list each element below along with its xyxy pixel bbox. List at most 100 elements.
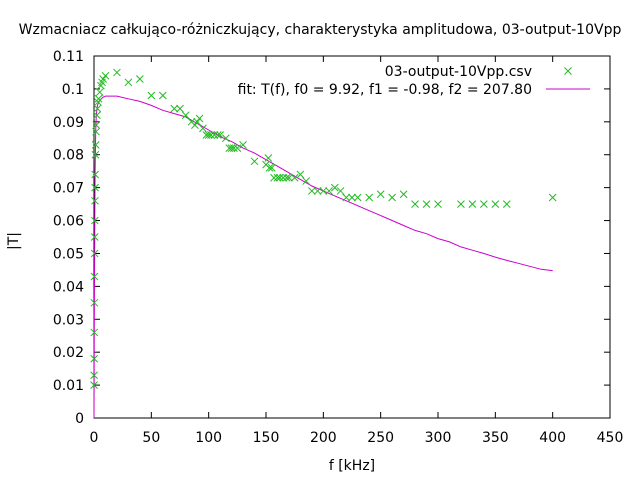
x-tick-label: 200 [310,430,337,446]
data-point [213,131,222,139]
data-point [296,170,305,179]
data-point [94,94,103,103]
x-axis-label: f [kHz] [329,458,375,474]
data-point [90,233,99,241]
data-point [216,131,224,139]
y-tick-label: 0.11 [53,49,84,65]
data-point [302,177,310,185]
data-point [468,200,477,208]
x-tick-label: 450 [597,430,624,446]
data-point [204,131,213,139]
y-axis-label: |T| [6,232,22,250]
data-point [290,173,299,182]
data-point [222,134,230,143]
data-point [113,68,121,77]
y-tick-label: 0 [75,411,84,427]
y-axis-ticks: 0 0.01 0.02 0.03 0.04 0.05 0.06 0.07 0.08 0.09 0.1… [53,49,610,427]
chart-title: Wzmacniacz całkująco-różniczkujący, char… [19,22,622,38]
x-tick-label: 100 [195,430,222,446]
data-point [90,272,99,281]
y-tick-label: 0.07 [53,181,84,197]
data-point [124,78,133,87]
data-point [313,187,322,195]
data-point [348,193,356,202]
measured-series [90,68,557,389]
y-tick-label: 0.06 [53,214,84,230]
y-tick-label: 0.03 [53,312,84,328]
data-point [93,111,101,120]
legend-marker-measured [564,67,572,75]
data-point [90,298,99,307]
data-point [99,75,108,83]
x-tick-label: 400 [539,430,566,446]
data-point [90,381,98,389]
data-point [330,183,339,192]
data-point [285,173,293,182]
data-point [502,200,511,208]
x-tick-label: 250 [367,430,394,446]
data-point [319,187,328,195]
legend: 03-output-10Vpp.csv fit: T(f), f0 = 9.92… [238,64,590,98]
data-point [94,98,102,106]
x-axis-ticks: 0 50 100 150 200 250 300 350 400 450 [90,56,624,446]
data-point [279,173,288,182]
data-point [91,196,99,205]
fit-curve [93,95,553,419]
data-point [90,371,98,380]
data-point [399,190,408,199]
x-tick-label: 50 [142,430,160,446]
data-point [91,141,100,149]
data-point [195,114,204,123]
y-tick-label: 0.01 [53,378,84,394]
data-point [325,187,333,195]
data-point [101,71,110,80]
data-point [193,117,202,126]
y-tick-label: 0.04 [53,279,84,295]
data-point [434,200,442,208]
data-point [388,193,396,202]
x-tick-label: 150 [253,430,280,446]
data-point [342,193,351,202]
data-point [95,88,104,97]
data-point [230,144,238,152]
data-point [136,75,144,83]
data-point [90,354,99,363]
data-point [158,91,167,100]
data-point [90,249,99,258]
data-point [90,328,99,337]
data-point [250,157,259,166]
data-point [170,104,179,113]
data-point [93,104,102,113]
data-point [227,144,236,152]
x-tick-label: 0 [90,430,99,446]
data-point [91,183,99,192]
data-point [353,193,362,202]
y-tick-label: 0.09 [53,115,84,131]
data-point [548,193,557,202]
data-point [336,187,345,195]
legend-label-measured: 03-output-10Vpp.csv [385,64,532,80]
legend-x-marker [564,67,572,75]
data-point [199,124,207,133]
data-point [265,164,274,172]
data-point [191,121,199,129]
y-tick-label: 0.05 [53,246,84,262]
data-point [480,200,488,208]
data-point [92,121,101,129]
data-point [491,200,500,208]
data-point [457,200,465,208]
data-point [264,154,273,162]
data-point [308,187,316,195]
data-point [270,173,278,182]
data-point [233,144,242,152]
data-point [207,131,215,139]
data-point [91,150,100,159]
fit-series [93,95,553,419]
data-point [275,173,284,182]
data-point [422,200,431,208]
plot-frame [93,55,611,419]
data-point [91,170,100,179]
data-point [92,127,100,136]
y-tick-label: 0.02 [53,345,84,361]
